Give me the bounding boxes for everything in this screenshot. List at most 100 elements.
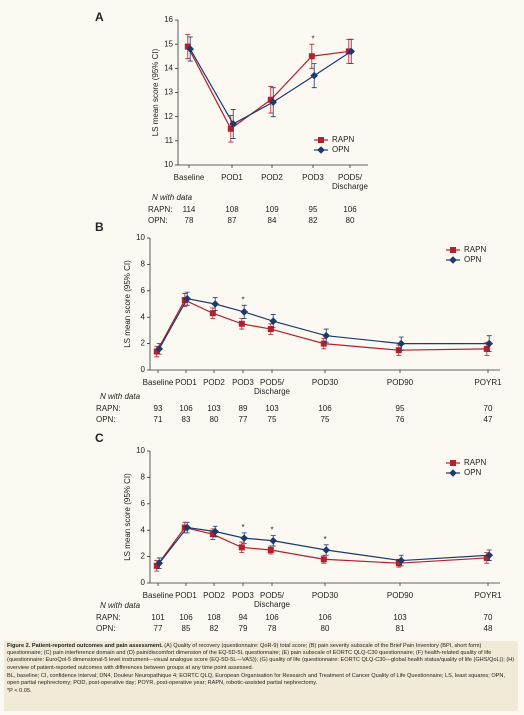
data-point bbox=[269, 317, 277, 325]
series-line bbox=[158, 526, 490, 564]
data-point bbox=[183, 294, 191, 303]
data-point bbox=[238, 320, 245, 327]
n-row-label: OPN: bbox=[96, 624, 116, 633]
x-tick-label-line: POD5/ bbox=[338, 173, 363, 182]
x-tick-label: POD2 bbox=[261, 173, 283, 182]
caption-abbreviations: BL, baseline; CI, confidence interval; D… bbox=[7, 672, 505, 687]
y-tick-label: 16 bbox=[164, 15, 173, 24]
y-tick-label: 4 bbox=[141, 525, 146, 534]
x-tick-label: POD3 bbox=[232, 378, 254, 387]
x-tick-label-line: Discharge bbox=[332, 182, 369, 191]
data-point bbox=[240, 308, 248, 316]
series-line bbox=[156, 299, 487, 352]
significance-marker: * bbox=[323, 535, 326, 544]
n-value: 80 bbox=[346, 216, 355, 225]
n-value: 85 bbox=[182, 624, 191, 633]
y-tick-label: 15 bbox=[164, 39, 173, 48]
n-title: N with data bbox=[100, 392, 141, 401]
data-point bbox=[485, 339, 493, 348]
legend-marker bbox=[449, 469, 457, 477]
data-point bbox=[209, 531, 216, 538]
data-point bbox=[153, 562, 160, 569]
data-point bbox=[227, 125, 234, 132]
data-point bbox=[320, 556, 327, 563]
data-point bbox=[238, 544, 245, 551]
n-value: 78 bbox=[185, 216, 194, 225]
legend-marker bbox=[317, 146, 325, 154]
data-point bbox=[483, 345, 490, 352]
significance-marker: * bbox=[241, 295, 244, 304]
x-tick-label: Baseline bbox=[143, 378, 174, 387]
legend-marker bbox=[450, 460, 456, 466]
data-point bbox=[267, 326, 274, 333]
x-tick-label: POYR1 bbox=[474, 378, 502, 387]
n-title: N with data bbox=[100, 601, 141, 610]
y-tick-label: 8 bbox=[141, 260, 146, 269]
y-tick-label: 2 bbox=[141, 552, 146, 561]
significance-marker: * bbox=[311, 34, 314, 43]
y-tick-label: 10 bbox=[136, 233, 145, 242]
data-point bbox=[211, 300, 219, 308]
data-point bbox=[267, 547, 274, 553]
y-tick-label: 10 bbox=[136, 446, 145, 455]
n-value: 108 bbox=[207, 613, 221, 622]
n-value: 106 bbox=[318, 404, 332, 413]
n-value: 101 bbox=[151, 613, 165, 622]
n-value: 71 bbox=[154, 415, 163, 424]
x-tick-label: POD2 bbox=[203, 378, 225, 387]
n-value: 83 bbox=[182, 415, 191, 424]
data-point bbox=[183, 523, 191, 532]
y-tick-label: 4 bbox=[141, 312, 146, 321]
data-point bbox=[186, 45, 194, 53]
n-value: 106 bbox=[179, 404, 193, 413]
y-tick-label: 13 bbox=[164, 88, 173, 97]
n-value: 78 bbox=[268, 624, 277, 633]
y-tick-label: 11 bbox=[165, 136, 174, 145]
n-value: 106 bbox=[179, 613, 193, 622]
x-tick-label: POD2 bbox=[203, 591, 225, 600]
data-point bbox=[395, 560, 402, 567]
y-tick-label: 8 bbox=[141, 473, 146, 482]
legend-label: OPN bbox=[464, 468, 482, 477]
x-tick-label: POD90 bbox=[387, 591, 414, 600]
data-point bbox=[153, 348, 160, 355]
x-tick-label: POD1 bbox=[221, 173, 243, 182]
n-value: 87 bbox=[228, 216, 237, 225]
legend-marker bbox=[450, 247, 456, 253]
y-tick-label: 14 bbox=[164, 63, 173, 72]
data-point bbox=[322, 546, 330, 554]
n-value: 48 bbox=[484, 624, 493, 633]
data-point bbox=[347, 47, 355, 56]
n-value: 89 bbox=[239, 404, 248, 413]
n-value: 106 bbox=[318, 613, 332, 622]
data-point bbox=[240, 534, 248, 542]
y-tick-label: 0 bbox=[141, 578, 146, 587]
n-value: 75 bbox=[268, 415, 277, 424]
significance-marker: * bbox=[241, 523, 244, 532]
x-tick-label: POYR1 bbox=[474, 591, 502, 600]
y-tick-label: 12 bbox=[164, 112, 173, 121]
data-point bbox=[155, 345, 163, 353]
x-tick-label: POD3 bbox=[232, 591, 254, 600]
x-tick-label: POD1 bbox=[175, 591, 197, 600]
data-point bbox=[320, 340, 327, 347]
n-value: 95 bbox=[396, 404, 405, 413]
n-value: 70 bbox=[484, 613, 493, 622]
n-row-label: RAPN: bbox=[96, 404, 120, 413]
n-value: 114 bbox=[183, 205, 196, 214]
x-tick-label: POD90 bbox=[387, 378, 414, 387]
n-row-label: OPN: bbox=[96, 415, 116, 424]
n-value: 80 bbox=[210, 415, 219, 424]
x-tick-label-line: POD5/ bbox=[260, 378, 285, 387]
n-value: 70 bbox=[484, 404, 493, 413]
significance-marker: * bbox=[270, 526, 273, 535]
data-point bbox=[310, 71, 318, 80]
y-axis-label: LS mean score (95% CI) bbox=[123, 260, 132, 348]
x-tick-label: POD5/Discharge bbox=[254, 378, 291, 396]
legend-label: OPN bbox=[332, 145, 350, 154]
n-row-label: OPN: bbox=[148, 216, 168, 225]
legend-label: RAPN bbox=[332, 135, 354, 144]
n-value: 76 bbox=[396, 415, 405, 424]
n-value: 93 bbox=[154, 404, 163, 413]
